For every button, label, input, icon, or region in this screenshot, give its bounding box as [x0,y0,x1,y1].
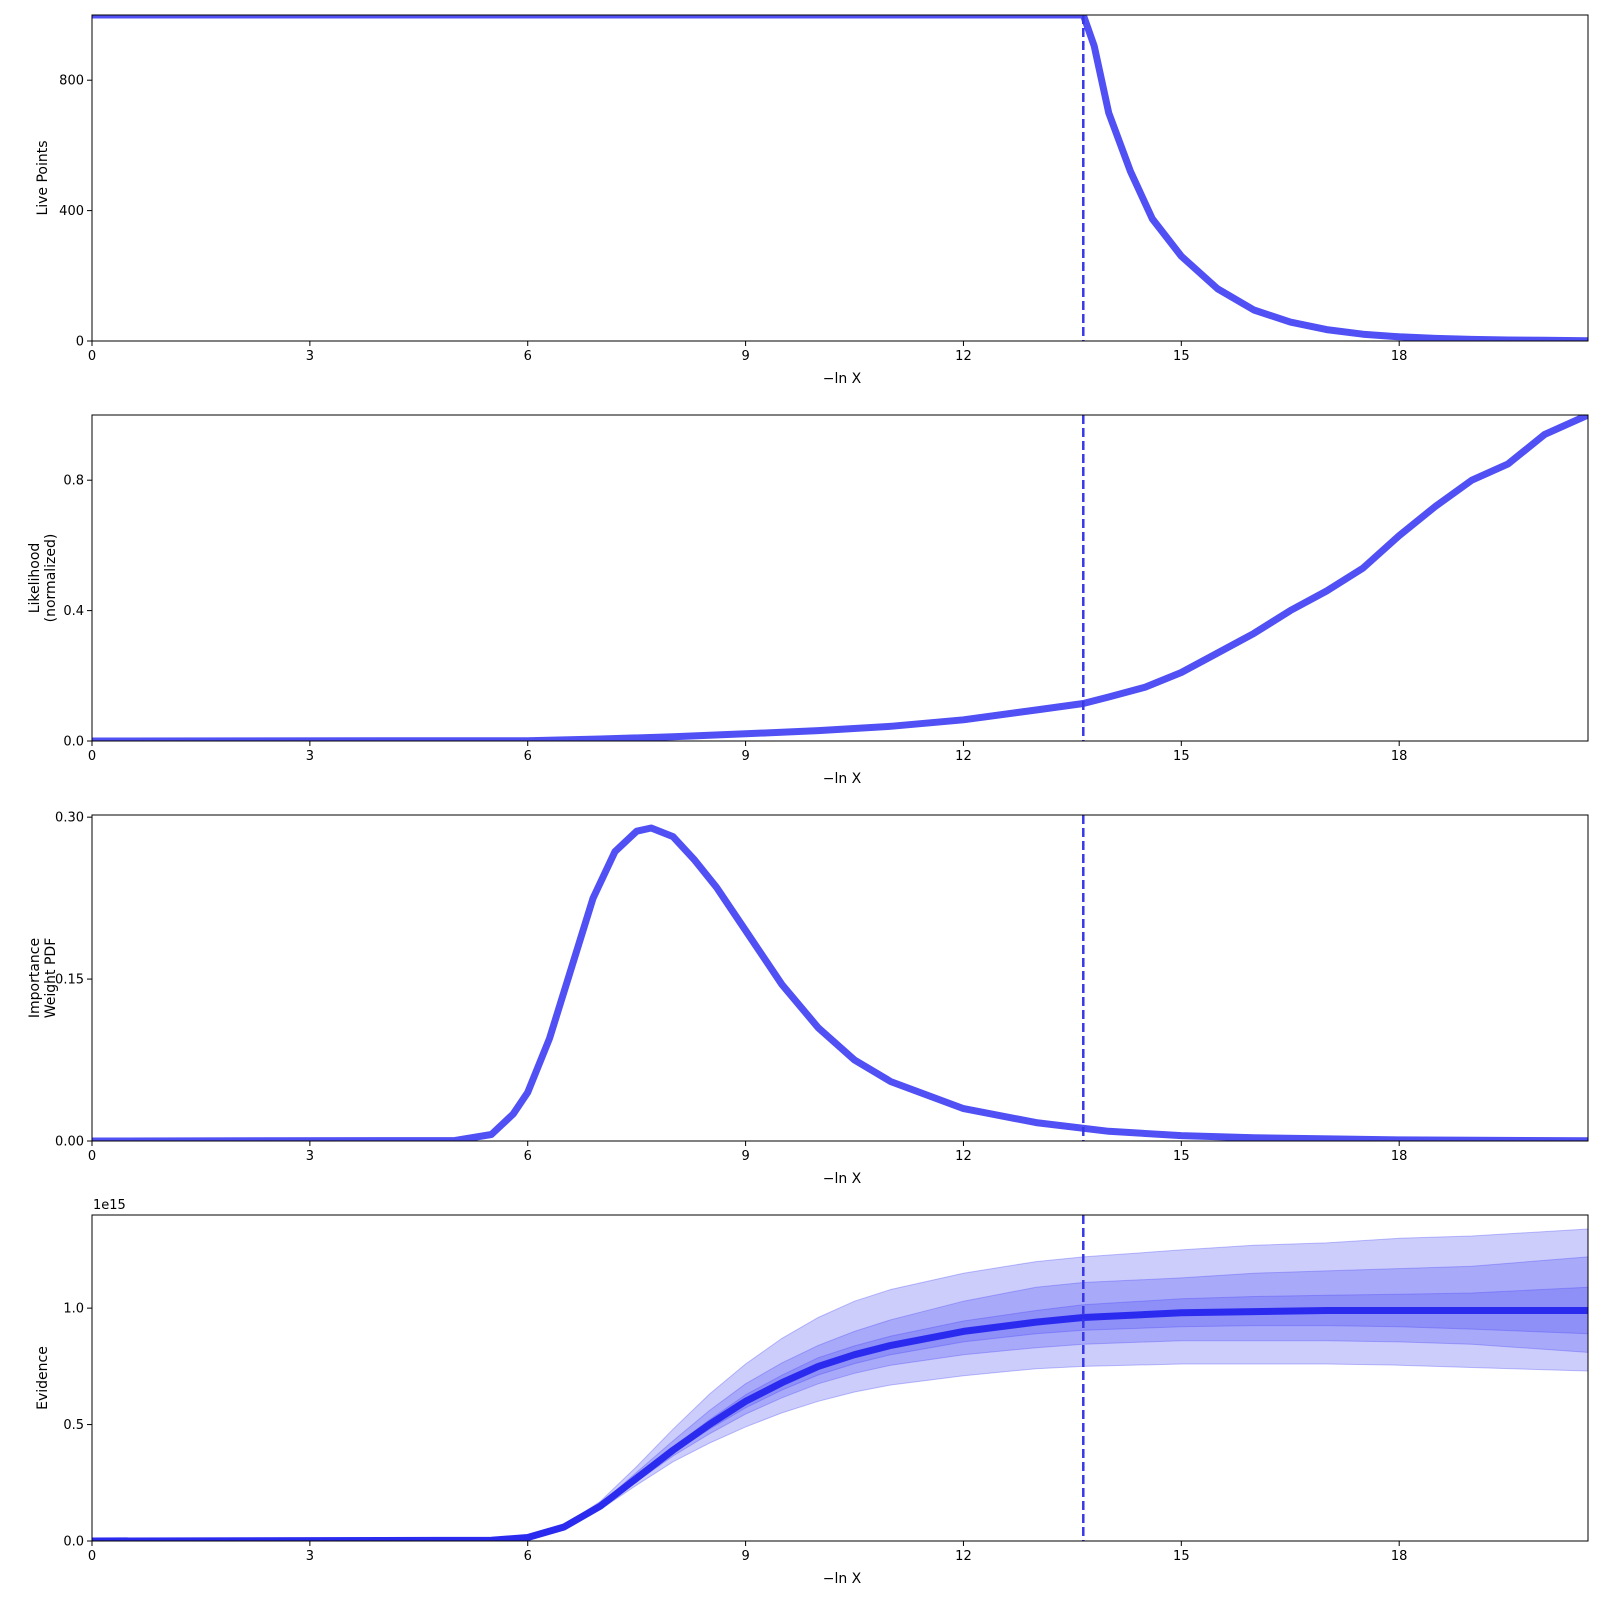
x-axis-label: −ln X [823,371,862,387]
y-axis-label-line: Evidence [35,1346,51,1410]
x-tick-label: 3 [306,749,314,764]
y-axis-label: ImportanceWeight PDF [27,938,59,1019]
x-tick-label: 15 [1173,749,1190,764]
x-tick-label: 6 [524,1149,532,1164]
x-tick-label: 9 [741,349,749,364]
x-tick-label: 0 [88,349,96,364]
y-tick-label: 0.4 [63,604,84,619]
y-tick-label: 0.00 [55,1135,84,1150]
x-tick-label: 6 [524,1549,532,1564]
series-line-1 [92,1307,1588,1541]
evidence-band-1 [92,1228,1588,1541]
x-tick-label: 18 [1391,1149,1408,1164]
x-tick-label: 3 [306,349,314,364]
x-tick-label: 6 [524,749,532,764]
y-tick-label: 0.0 [63,735,84,750]
x-axis-label: −ln X [823,771,862,787]
y-axis-label-line: Live Points [35,140,51,215]
plot-area [92,15,1588,341]
x-tick-label: 3 [306,1549,314,1564]
chart-panel-3: 0 3 6 9 12 15 18 0.00 0.15 0.30 −ln X ImportanceWei… [27,811,1589,1187]
x-tick-label: 15 [1173,349,1190,364]
x-tick-label: 3 [306,1149,314,1164]
chart-panel-1: 0 3 6 9 12 15 18 0 400 800 −ln X Live Points [35,14,1589,387]
y-axis-label-line: Importance [27,938,43,1018]
x-tick-label: 12 [955,1149,972,1164]
y-axis-label: Live Points [35,140,51,215]
y-axis-label-line: Weight PDF [43,938,59,1019]
x-tick-label: 0 [88,1149,96,1164]
x-tick-label: 12 [955,349,972,364]
chart-panel-4: 0 3 6 9 12 15 18 0.0 0.5 1.0 −ln X Evidence 1e15 [35,1198,1589,1587]
x-tick-label: 18 [1391,749,1408,764]
chart-panel-2: 0 3 6 9 12 15 18 0.0 0.4 0.8 −ln X Likelihood(norma… [27,414,1589,787]
series-line-1 [92,15,1588,341]
x-tick-label: 12 [955,1549,972,1564]
plot-area [92,1228,1588,1541]
x-tick-label: 0 [88,749,96,764]
y-tick-label: 0.8 [63,474,84,489]
y-tick-label: 1.0 [63,1302,84,1317]
plot-area [92,824,1588,1141]
x-tick-label: 6 [524,349,532,364]
x-axis-label: −ln X [823,1571,862,1587]
axes-frame [91,814,1589,1142]
y-tick-label: 0 [76,335,84,350]
y-tick-label: 400 [59,204,84,219]
series-line-1 [92,824,1588,1141]
x-tick-label: 12 [955,749,972,764]
y-tick-label: 0.30 [55,811,84,826]
series-line-1 [92,415,1588,741]
y-axis-label: Evidence [35,1346,51,1410]
x-tick-label: 9 [741,1149,749,1164]
y-tick-label: 0.0 [63,1535,84,1550]
axes-frame [91,414,1589,742]
y-offset-label: 1e15 [93,1198,126,1213]
x-tick-label: 15 [1173,1549,1190,1564]
y-axis-label: Likelihood(normalized) [27,534,59,623]
y-tick-label: 0.15 [55,973,84,988]
y-axis-label-line: Likelihood [27,543,43,614]
axes-frame [91,1214,1589,1542]
plot-area [92,415,1588,741]
axes-frame [91,14,1589,342]
x-tick-label: 9 [741,749,749,764]
x-tick-label: 18 [1391,1549,1408,1564]
x-tick-label: 0 [88,1549,96,1564]
y-tick-label: 800 [59,74,84,89]
evidence-band-2 [92,1256,1588,1541]
y-axis-label-line: (normalized) [43,534,59,623]
x-axis-label: −ln X [823,1171,862,1187]
x-tick-label: 9 [741,1549,749,1564]
y-tick-label: 0.5 [63,1418,84,1433]
x-tick-label: 18 [1391,349,1408,364]
x-tick-label: 15 [1173,1149,1190,1164]
